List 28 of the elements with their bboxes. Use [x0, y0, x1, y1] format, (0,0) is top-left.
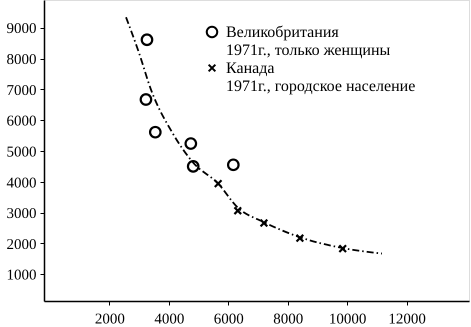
legend-label: Великобритания 1971г., только женщины: [226, 24, 391, 59]
y-tick-label: 5000: [6, 144, 36, 160]
x-tick-label: 2000: [94, 312, 125, 327]
x-tick-label: 12000: [388, 312, 426, 327]
y-tick-label: 7000: [6, 82, 36, 99]
y-tick-label: 9000: [6, 21, 36, 38]
x-tick-label: 10000: [328, 312, 366, 327]
legend-label: Канада 1971г., городское население: [226, 60, 416, 95]
point: [186, 160, 200, 173]
point: [259, 218, 268, 228]
point: [140, 33, 154, 46]
point: [140, 93, 152, 106]
x-tick-label: 4000: [154, 312, 184, 327]
y-tick-label: 1000: [6, 268, 36, 284]
point: [214, 179, 223, 188]
y-tick-label: 2000: [6, 236, 36, 253]
x-tick-label: 6000: [214, 312, 244, 327]
point: [226, 158, 240, 172]
x-tick-label: 8000: [273, 312, 304, 327]
y-tick-label: 4000: [6, 175, 36, 192]
y-tick-label: 6000: [6, 114, 36, 130]
y-tick-label: 3000: [6, 206, 36, 222]
point: [184, 137, 198, 150]
y-tick-label: 8000: [6, 52, 36, 68]
point: [338, 244, 348, 254]
point: [148, 126, 162, 139]
point: [295, 234, 304, 243]
point: [233, 206, 242, 216]
